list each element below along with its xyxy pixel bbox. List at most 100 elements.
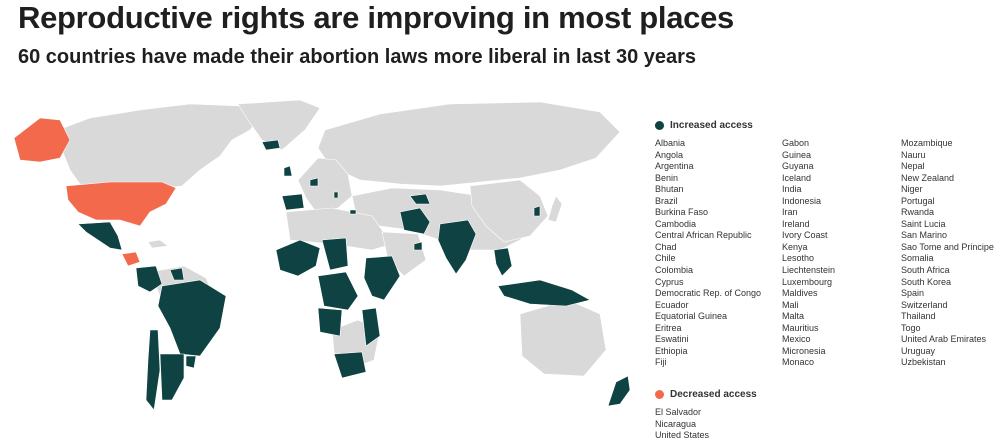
country-item: Ireland	[782, 218, 810, 229]
chile	[145, 329, 161, 411]
country-item: Maldives	[782, 288, 818, 299]
country-item: Chad	[655, 241, 677, 252]
country-item: Ivory Coast	[782, 230, 828, 241]
country-item: Niger	[901, 184, 923, 195]
decreased-list: El Salvador Nicaragua United States	[655, 407, 709, 442]
increased-list-col-3: Mozambique Nauru Nepal New Zealand Niger…	[901, 138, 994, 369]
country-item: Iceland	[782, 172, 812, 183]
country-item: Malta	[782, 311, 805, 322]
country-item: Kenya	[782, 241, 808, 252]
canada	[57, 103, 263, 189]
country-item: Mali	[782, 299, 799, 310]
country-item: Switzerland	[901, 299, 948, 310]
colombia-ecuador	[135, 265, 163, 293]
china	[469, 179, 549, 243]
decreased-dot-icon	[655, 390, 664, 399]
country-item: Brazil	[655, 195, 678, 206]
country-item: Togo	[901, 322, 921, 333]
iran	[399, 207, 431, 235]
cyprus	[349, 209, 357, 215]
increased-list-col-2: Gabon Guinea Guyana Iceland India Indone…	[782, 138, 835, 369]
ethiopia-somalia-kenya	[363, 255, 401, 301]
japan	[547, 195, 563, 223]
country-item: San Marino	[901, 230, 948, 241]
country-item: Guyana	[782, 161, 814, 172]
country-item: Micronesia	[782, 345, 826, 356]
country-item: Guinea	[782, 149, 812, 160]
iceland	[261, 139, 281, 151]
country-item: Somalia	[901, 253, 934, 264]
country-item: Iran	[782, 207, 798, 218]
country-item: Uruguay	[901, 345, 936, 356]
chart-title: Reproductive rights are improving in mos…	[18, 0, 734, 35]
country-item: Lesotho	[782, 253, 815, 264]
country-item: Democratic Rep. of Congo	[655, 288, 762, 299]
south-korea	[533, 205, 541, 217]
country-item: Saint Lucia	[901, 218, 946, 229]
country-item: Eritrea	[655, 322, 682, 333]
increased-dot-icon	[655, 121, 664, 130]
country-item: New Zealand	[901, 172, 955, 183]
ireland	[283, 165, 293, 177]
uzbekistan	[409, 193, 431, 205]
country-item: Indonesia	[782, 195, 822, 206]
uruguay	[185, 355, 197, 369]
country-item: South Africa	[901, 265, 950, 276]
brazil	[157, 279, 227, 357]
country-item: Thailand	[901, 311, 936, 322]
chad-car	[321, 237, 349, 271]
country-item: Luxembourg	[782, 276, 833, 287]
country-item: United States	[655, 430, 710, 441]
russia	[317, 101, 621, 187]
legend-decreased: Decreased access	[655, 389, 757, 400]
country-item: Spain	[901, 288, 925, 299]
country-item: Portugal	[901, 195, 935, 206]
country-item: Mexico	[782, 334, 811, 345]
country-item: India	[782, 184, 802, 195]
country-item: Liechtenstein	[782, 265, 836, 276]
australia	[519, 299, 607, 377]
country-item: Nauru	[901, 149, 926, 160]
albania	[333, 191, 339, 199]
argentina	[159, 353, 185, 401]
country-item: Mauritius	[782, 322, 819, 333]
country-item: United Arab Emirates	[901, 334, 987, 345]
country-item: Cambodia	[655, 218, 697, 229]
alaska	[13, 117, 71, 163]
country-item: Fiji	[655, 357, 667, 368]
country-item: Uzbekistan	[901, 357, 946, 368]
country-item: Eswatini	[655, 334, 689, 345]
mexico	[77, 221, 123, 251]
country-item: Nepal	[901, 161, 925, 172]
country-item: Ecuador	[655, 299, 689, 310]
country-item: Colombia	[655, 265, 694, 276]
country-item: Albania	[655, 138, 686, 148]
new-zealand	[607, 375, 631, 407]
country-item: Nicaragua	[655, 418, 697, 429]
country-item: Angola	[655, 149, 684, 160]
country-item: Argentina	[655, 161, 694, 172]
country-item: Gabon	[782, 138, 810, 148]
west-africa	[275, 239, 321, 277]
country-item: Monaco	[782, 357, 815, 368]
india-nepal-bhutan	[437, 219, 477, 275]
country-item: Cyprus	[655, 276, 684, 287]
world-map	[13, 100, 631, 411]
country-item: South Korea	[901, 276, 952, 287]
country-item: Central African Republic	[655, 230, 752, 241]
country-item: Equatorial Guinea	[655, 311, 728, 322]
guyana	[169, 267, 185, 281]
country-item: Burkina Faso	[655, 207, 709, 218]
thailand-cambodia	[493, 247, 513, 277]
country-item: Benin	[655, 172, 679, 183]
nicaragua-el-salvador	[121, 251, 141, 267]
mozambique	[361, 307, 381, 347]
country-item: Bhutan	[655, 184, 684, 195]
south-africa	[333, 351, 367, 379]
legend-decreased-label: Decreased access	[670, 389, 757, 400]
greenland	[237, 100, 321, 151]
country-item: Mozambique	[901, 138, 953, 148]
uae	[413, 241, 423, 251]
central-europe	[309, 177, 319, 187]
increased-list-col-1: Albania Angola Argentina Benin Bhutan Br…	[655, 138, 761, 369]
